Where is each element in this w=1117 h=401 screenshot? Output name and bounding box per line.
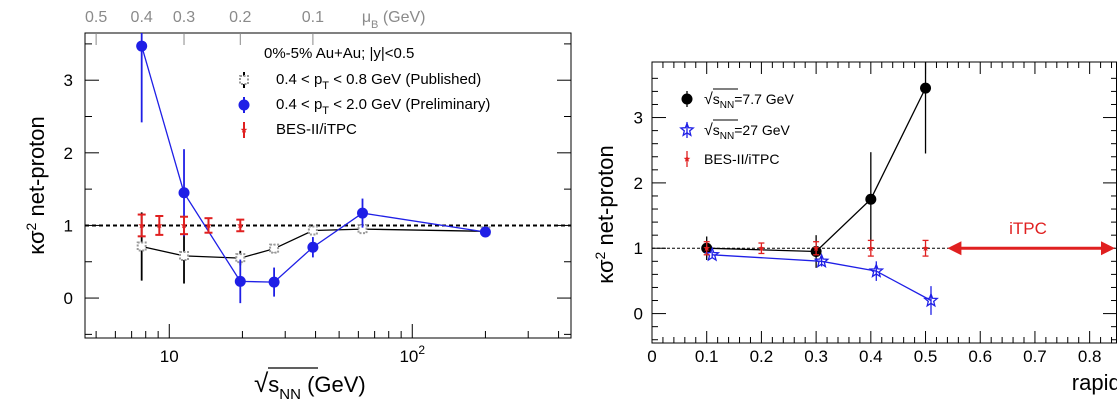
data-point <box>138 221 145 229</box>
data-point <box>179 250 190 261</box>
data-point-box <box>269 243 280 254</box>
x-tick-label: 10 <box>160 347 179 366</box>
itpc-arrow-head-left <box>947 241 962 256</box>
data-point <box>269 243 280 254</box>
legend-entry-0: 0.4 < pT < 0.8 GeV (Published) <box>239 71 481 92</box>
data-point <box>867 244 875 252</box>
plot-frame <box>651 61 1117 344</box>
legend-marker <box>683 155 691 162</box>
x-tick-label: 0.5 <box>914 347 938 366</box>
data-point-box <box>136 241 147 252</box>
data-point <box>136 241 147 252</box>
x-axis-label: rapidity width <box>1072 370 1117 395</box>
x-tick-label: 0.2 <box>750 347 774 366</box>
legend-label: BES-II/iTPC <box>276 121 357 138</box>
x-tick-label: 0.1 <box>695 347 719 366</box>
data-point-box <box>235 253 246 264</box>
x-tick-label: 0.4 <box>859 347 883 366</box>
x-tick-label: 0.3 <box>804 347 828 366</box>
data-point <box>865 193 877 205</box>
series-2 <box>703 239 929 257</box>
data-point <box>237 221 244 229</box>
legend-marker <box>681 93 693 105</box>
top-tick-label: 0.3 <box>173 9 195 26</box>
data-point <box>920 82 932 94</box>
data-point <box>178 187 190 199</box>
y-tick-label: 2 <box>64 144 73 163</box>
data-point <box>234 275 246 287</box>
legend-entry-2: BES-II/iTPC <box>683 151 779 167</box>
data-point <box>356 207 368 219</box>
y-tick-label: 2 <box>634 174 643 193</box>
y-tick-label: 3 <box>634 109 643 128</box>
y-tick-label: 1 <box>634 239 643 258</box>
chart-energy-dependence: 0.5 0.4 0.3 0.2 0.1 μB (GeV) 0 1 2 3 10 102 0%-5% Au… <box>23 9 572 401</box>
top-tick-label: 0.2 <box>229 9 251 26</box>
data-point <box>180 221 188 229</box>
data-point <box>923 292 939 308</box>
x-tick-label: 0.6 <box>968 347 992 366</box>
data-point <box>479 226 491 238</box>
y-tick-label: 3 <box>64 71 73 90</box>
legend-marker <box>679 121 695 137</box>
series-line <box>706 87 927 253</box>
x-axis-label: √sNN (GeV) <box>254 368 366 401</box>
annotation: 0%-5% Au+Au; |y|<0.5 <box>264 45 414 62</box>
data-point <box>235 253 246 264</box>
data-point <box>703 244 710 252</box>
data-point <box>307 241 319 253</box>
data-point <box>758 244 765 252</box>
x-tick-label: 0.7 <box>1023 347 1047 366</box>
x-tick-label: 0.8 <box>1078 347 1102 366</box>
top-axis-label: μB (GeV) <box>362 9 426 31</box>
legend-marker <box>238 99 250 111</box>
chart-rapidity-width: 0 0.1 0.2 0.3 0.4 0.5 0.6 0.7 0.8 0 1 2 3 iTPC √sNN=7.… <box>592 61 1117 395</box>
itpc-arrow-head-right <box>1101 241 1115 256</box>
legend-entry-2: BES-II/iTPC <box>240 121 357 138</box>
legend-label: √sNN=27 GeV <box>704 122 791 142</box>
x-tick-label: 102 <box>399 343 425 366</box>
data-point-box <box>179 250 190 261</box>
y-tick-label: 0 <box>634 305 643 324</box>
data-point <box>868 262 885 278</box>
legend-marker-box <box>239 75 249 85</box>
series-2 <box>137 213 245 238</box>
data-point <box>307 225 318 236</box>
data-point <box>922 244 929 252</box>
itpc-label: iTPC <box>1009 219 1047 238</box>
y-axis-label: κσ2 net-proton <box>23 116 49 255</box>
legend-label: 0.4 < pT < 2.0 GeV (Preliminary) <box>276 96 490 117</box>
top-tick-label: 0.1 <box>302 9 324 26</box>
legend-entry-1: 0.4 < pT < 2.0 GeV (Preliminary) <box>238 96 490 117</box>
series-line <box>712 254 932 302</box>
x-tick-label: 0 <box>647 347 656 366</box>
y-axis-label: κσ2 net-proton <box>592 145 618 284</box>
series-1 <box>704 246 939 315</box>
data-point <box>813 253 830 269</box>
legend-label: √sNN=7.7 GeV <box>704 91 794 111</box>
top-tick-label: 0.4 <box>131 9 153 26</box>
y-tick-label: 1 <box>64 216 73 235</box>
legend-marker <box>240 126 248 133</box>
y-tick-label: 0 <box>64 289 73 308</box>
data-point <box>704 246 721 262</box>
data-point <box>136 40 148 52</box>
data-point <box>812 244 820 252</box>
data-point <box>156 221 163 229</box>
top-tick-label: 0.5 <box>85 9 107 26</box>
legend-entry-1: √sNN=27 GeV <box>679 119 791 142</box>
plot-frame <box>84 32 572 339</box>
legend-label: BES-II/iTPC <box>704 151 779 167</box>
series-1 <box>136 33 491 304</box>
legend-marker <box>239 75 249 85</box>
legend-label: 0.4 < pT < 0.8 GeV (Published) <box>276 71 481 92</box>
data-point <box>268 276 280 288</box>
data-point <box>205 221 212 229</box>
data-point-box <box>307 225 318 236</box>
legend-entry-0: √sNN=7.7 GeV <box>681 88 794 111</box>
